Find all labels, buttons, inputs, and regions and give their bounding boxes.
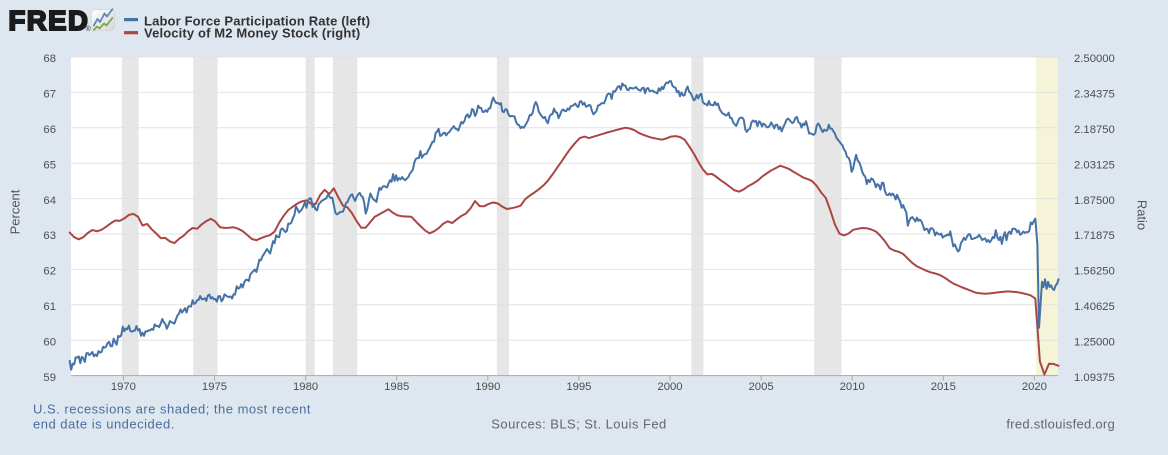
svg-text:64: 64	[43, 195, 56, 207]
svg-text:68: 68	[43, 53, 56, 65]
svg-text:1.56250: 1.56250	[1074, 266, 1115, 278]
svg-text:66: 66	[43, 124, 56, 136]
svg-text:U.S. recessions are shaded; th: U.S. recessions are shaded; the most rec…	[33, 402, 311, 417]
svg-text:Ratio: Ratio	[1135, 200, 1150, 230]
svg-text:2000: 2000	[657, 381, 682, 393]
svg-text:2010: 2010	[840, 381, 865, 393]
svg-text:1.25000: 1.25000	[1074, 336, 1115, 348]
svg-text:2.34375: 2.34375	[1074, 89, 1115, 101]
svg-text:61: 61	[43, 301, 56, 313]
svg-text:62: 62	[43, 266, 56, 278]
svg-text:2.18750: 2.18750	[1074, 124, 1115, 136]
svg-text:1.40625: 1.40625	[1074, 301, 1115, 313]
svg-text:1980: 1980	[293, 381, 318, 393]
svg-text:®: ®	[86, 25, 92, 33]
svg-text:60: 60	[43, 336, 56, 348]
svg-text:2020: 2020	[1022, 381, 1047, 393]
svg-text:fred.stlouisfed.org: fred.stlouisfed.org	[1006, 417, 1115, 432]
svg-text:FRED: FRED	[9, 5, 90, 36]
svg-text:59: 59	[43, 372, 56, 384]
svg-text:67: 67	[43, 89, 56, 101]
svg-text:2015: 2015	[931, 381, 956, 393]
svg-text:1.87500: 1.87500	[1074, 195, 1115, 207]
svg-text:1995: 1995	[566, 381, 591, 393]
svg-text:Velocity of M2 Money Stock (ri: Velocity of M2 Money Stock (right)	[144, 25, 360, 40]
svg-text:2.03125: 2.03125	[1074, 159, 1115, 171]
svg-text:Percent: Percent	[8, 189, 23, 234]
svg-text:Labor Force Participation Rate: Labor Force Participation Rate (left)	[144, 14, 370, 29]
svg-text:1.71875: 1.71875	[1074, 230, 1115, 242]
svg-text:1985: 1985	[384, 381, 409, 393]
svg-text:1990: 1990	[475, 381, 500, 393]
svg-text:2005: 2005	[749, 381, 774, 393]
svg-text:end date is undecided.: end date is undecided.	[33, 417, 175, 432]
svg-text:Sources: BLS; St. Louis Fed: Sources: BLS; St. Louis Fed	[491, 417, 666, 432]
svg-text:63: 63	[43, 230, 56, 242]
svg-text:1.09375: 1.09375	[1074, 372, 1115, 384]
svg-text:2.50000: 2.50000	[1074, 53, 1115, 65]
svg-text:1975: 1975	[202, 381, 227, 393]
svg-text:1970: 1970	[111, 381, 136, 393]
svg-text:65: 65	[43, 159, 56, 171]
